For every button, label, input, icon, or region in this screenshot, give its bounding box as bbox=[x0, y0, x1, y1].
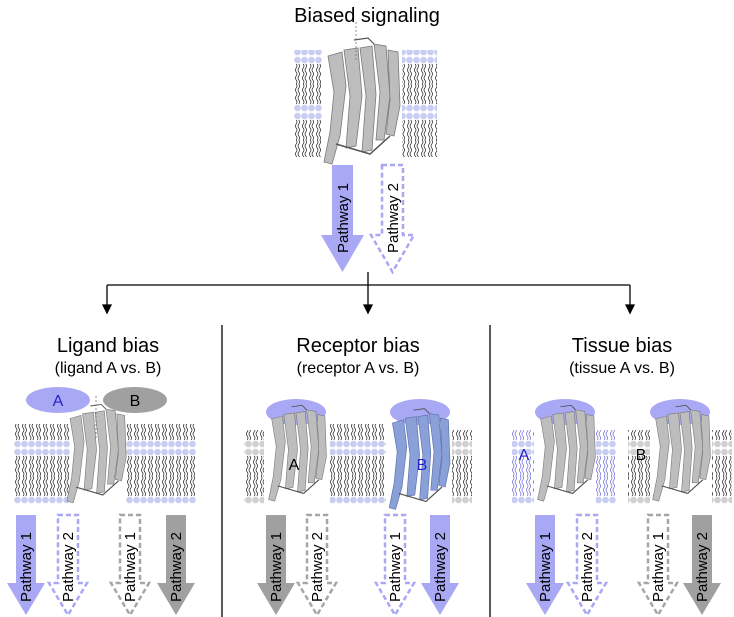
ligand-b-label: B bbox=[130, 393, 141, 410]
tissue-b-label: B bbox=[636, 447, 647, 464]
ligand-pathway-1b-label: Pathway 1 bbox=[122, 532, 139, 602]
panel-tissue-bias: Tissue bias (tissue A vs. B) A B Pathway… bbox=[512, 335, 732, 617]
receptor-pathway-2a-label: Pathway 2 bbox=[309, 532, 326, 602]
top-pathway-1-label: Pathway 1 bbox=[335, 183, 352, 253]
tissue-pathway-2a-label: Pathway 2 bbox=[579, 532, 596, 602]
tissue-bias-subtitle: (tissue A vs. B) bbox=[569, 360, 675, 377]
panel-receptor-bias: Receptor bias (receptor A vs. B) A B Pat… bbox=[244, 335, 472, 617]
ligand-a-label: A bbox=[53, 393, 64, 410]
tissue-b-membrane-right bbox=[712, 430, 732, 504]
tissue-pathway-1a-label: Pathway 1 bbox=[537, 532, 554, 602]
tissue-bias-title: Tissue bias bbox=[572, 335, 672, 357]
tissue-pathway-2b-arrow: Pathway 2 bbox=[683, 515, 721, 615]
receptor-b-label: B bbox=[417, 457, 428, 474]
ligand-bias-title: Ligand bias bbox=[57, 335, 159, 357]
tissue-pathway-1a-arrow: Pathway 1 bbox=[526, 515, 564, 615]
receptor-pathway-2b-label: Pathway 2 bbox=[432, 532, 449, 602]
tissue-pathway-1b-arrow: Pathway 1 bbox=[636, 513, 680, 617]
tissue-b-receptor bbox=[652, 404, 712, 502]
ligand-membrane-right bbox=[126, 424, 196, 504]
top-membrane-right bbox=[402, 50, 437, 157]
ligand-b-oval bbox=[103, 387, 167, 413]
ligand-pathway-2-label: Pathway 2 bbox=[60, 532, 77, 602]
main-title: Biased signaling bbox=[294, 5, 440, 27]
ligand-pathway-2b-arrow: Pathway 2 bbox=[157, 515, 195, 615]
ligand-pathway-1-label: Pathway 1 bbox=[18, 532, 35, 602]
top-membrane-left bbox=[294, 50, 322, 157]
ligand-a-oval bbox=[26, 387, 90, 413]
tissue-pathway-2a-arrow: Pathway 2 bbox=[565, 513, 609, 617]
tissue-a-membrane-right bbox=[596, 430, 616, 504]
ligand-pathway-2b-label: Pathway 2 bbox=[168, 532, 185, 602]
top-pathway-2-label: Pathway 2 bbox=[385, 183, 402, 253]
top-pathway-2-arrow: Pathway 2 bbox=[368, 163, 417, 275]
receptor-membrane-left bbox=[244, 430, 264, 504]
receptor-pathway-1b-arrow: Pathway 1 bbox=[373, 513, 417, 617]
top-pathway-1-arrow: Pathway 1 bbox=[321, 165, 364, 272]
ligand-pathway-1-arrow: Pathway 1 bbox=[7, 515, 45, 615]
tissue-a-receptor bbox=[537, 404, 597, 502]
tissue-pathway-1b-label: Pathway 1 bbox=[650, 532, 667, 602]
top-membrane bbox=[294, 50, 437, 157]
ligand-receptor bbox=[66, 403, 127, 504]
receptor-a-label: A bbox=[289, 457, 300, 474]
tissue-b-membrane-left bbox=[628, 430, 650, 504]
receptor-membrane-middle bbox=[330, 424, 386, 504]
receptor-pathway-1b-label: Pathway 1 bbox=[387, 532, 404, 602]
receptor-bias-subtitle: (receptor A vs. B) bbox=[297, 360, 420, 377]
ligand-membrane-left bbox=[14, 424, 70, 504]
receptor-pathway-2b-arrow: Pathway 2 bbox=[421, 515, 459, 615]
tissue-a-membrane-left bbox=[512, 430, 534, 504]
ligand-bias-subtitle: (ligand A vs. B) bbox=[55, 360, 162, 377]
branch-connector bbox=[101, 272, 636, 315]
ligand-pathway-2-arrow: Pathway 2 bbox=[46, 513, 90, 617]
receptor-pathway-1a-arrow: Pathway 1 bbox=[257, 515, 295, 615]
receptor-pathway-2a-arrow: Pathway 2 bbox=[295, 513, 339, 617]
ligand-pathway-1b-arrow: Pathway 1 bbox=[108, 513, 152, 617]
receptor-bias-title: Receptor bias bbox=[296, 335, 419, 357]
top-receptor bbox=[323, 22, 401, 165]
tissue-a-label: A bbox=[519, 447, 530, 464]
receptor-membrane-right bbox=[452, 430, 472, 504]
tissue-pathway-2b-label: Pathway 2 bbox=[694, 532, 711, 602]
panel-ligand-bias: Ligand bias (ligand A vs. B) A B Pathway… bbox=[7, 335, 196, 617]
receptor-a bbox=[268, 404, 328, 502]
receptor-pathway-1a-label: Pathway 1 bbox=[268, 532, 285, 602]
